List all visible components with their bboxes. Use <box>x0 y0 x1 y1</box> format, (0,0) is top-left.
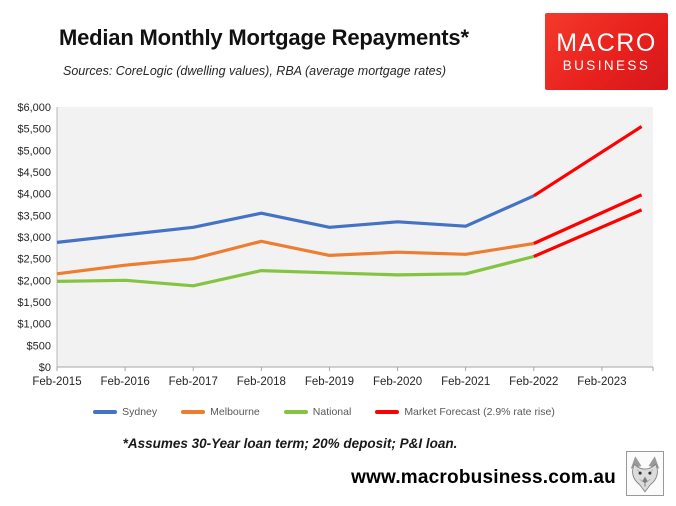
forecast-line-national <box>533 208 643 258</box>
x-axis-label: Feb-2018 <box>237 376 286 388</box>
y-axis-label: $5,000 <box>17 145 51 157</box>
mortgage-repayments-chart: $0 $500 $1,000 $1,500 $2,000 $2,500 $3,000 $3,5… <box>0 95 676 395</box>
y-axis-label: $1,000 <box>17 319 51 331</box>
x-axis-label: Feb-2023 <box>577 376 626 388</box>
page-subtitle: Sources: CoreLogic (dwelling values), RB… <box>63 64 447 78</box>
melbourne-line-swatch-icon <box>181 410 206 414</box>
wolf-logo-frame <box>626 451 664 496</box>
plot-area <box>57 107 653 367</box>
y-axis-label: $2,500 <box>17 254 51 266</box>
x-axis-label: Feb-2022 <box>509 376 558 388</box>
y-axis-label: $2,000 <box>17 275 51 287</box>
y-axis-label: $0 <box>39 362 51 374</box>
page-title: Median Monthly Mortgage Repayments* <box>59 25 469 50</box>
y-axis-label: $500 <box>27 340 51 352</box>
y-axis-label: $3,000 <box>17 232 51 244</box>
y-axis-label: $5,500 <box>17 124 51 136</box>
melbourne-line <box>56 239 535 276</box>
logo-text-macro: MACRO <box>556 28 657 57</box>
x-axis-label: Feb-2016 <box>100 376 149 388</box>
y-axis-label: $3,500 <box>17 210 51 222</box>
x-axis-label: Feb-2015 <box>32 376 81 388</box>
logo-text-business: BUSINESS <box>562 58 651 74</box>
x-axis-label: Feb-2020 <box>373 376 422 388</box>
y-axis-label: $4,500 <box>17 167 51 179</box>
sydney-line <box>56 194 535 244</box>
forecast-line-swatch-icon <box>375 410 400 414</box>
legend-label: Market Forecast (2.9% rate rise) <box>404 406 555 418</box>
legend-label: National <box>312 406 352 418</box>
y-axis-label: $4,000 <box>17 189 51 201</box>
x-axis-label: Feb-2017 <box>169 376 218 388</box>
legend-item-national: National <box>283 406 352 418</box>
chart-footnote: *Assumes 30-Year loan term; 20% deposit;… <box>122 436 458 451</box>
legend-item-sydney: Sydney <box>93 406 157 418</box>
wolf-icon <box>630 455 660 493</box>
national-line <box>56 254 535 288</box>
chart-legend: Sydney Melbourne National Market Forecas… <box>0 406 662 418</box>
x-axis-label: Feb-2019 <box>305 376 354 388</box>
legend-item-melbourne: Melbourne <box>181 406 260 418</box>
x-axis-label: Feb-2021 <box>441 376 490 388</box>
national-line-swatch-icon <box>283 410 308 414</box>
y-axis-label: $6,000 <box>17 102 51 114</box>
legend-label: Melbourne <box>210 406 260 418</box>
legend-label: Sydney <box>122 406 158 418</box>
chart-canvas: $0 $500 $1,000 $1,500 $2,000 $2,500 $3,000 $3,5… <box>17 102 654 388</box>
sydney-line-swatch-icon <box>93 410 118 414</box>
macrobusiness-logo: MACRO BUSINESS <box>545 13 668 90</box>
forecast-line-melbourne <box>533 193 643 245</box>
forecast-line-sydney <box>532 125 643 198</box>
legend-item-market-forecast: Market Forecast (2.9% rate rise) <box>375 406 555 418</box>
y-axis-label: $1,500 <box>17 297 51 309</box>
website-text: www.macrobusiness.com.au <box>351 467 616 488</box>
